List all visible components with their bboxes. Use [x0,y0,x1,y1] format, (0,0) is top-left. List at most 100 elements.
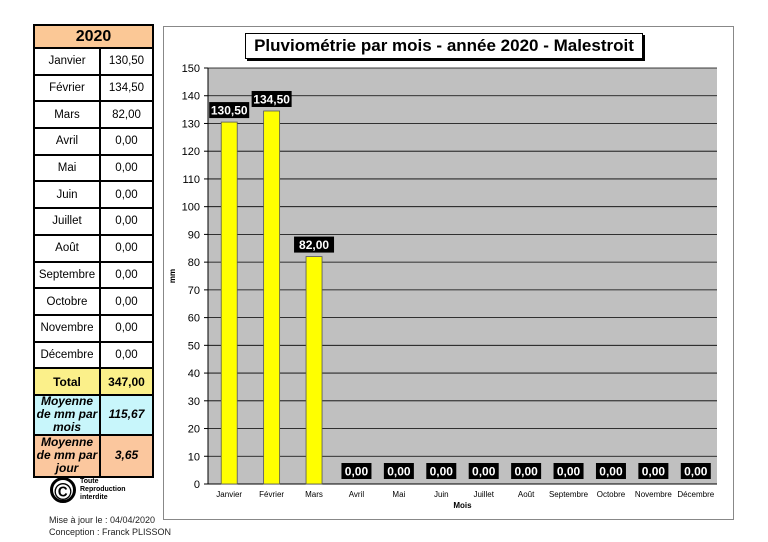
month-row: Mai 0,00 [35,155,152,183]
month-value: 82,00 [112,108,141,121]
month-name: Mai [35,155,101,181]
plot-area [208,68,717,484]
month-row: Décembre 0,00 [35,342,152,370]
x-tick-label: Décembre [677,490,714,499]
month-name: Novembre [35,315,101,341]
copyright-icon: © [50,477,76,506]
avg-day-value: 3,65 [114,448,139,463]
month-name: Décembre [35,342,101,368]
y-tick-label: 80 [188,257,200,269]
y-tick-label: 60 [188,313,200,325]
data-label-bg [638,463,669,479]
y-tick-label: 90 [188,229,200,241]
total-row: Total 347,00 [35,369,152,396]
month-row: Avril 0,00 [35,129,152,156]
month-value: 0,00 [115,295,138,308]
month-value: 134,50 [108,82,145,95]
month-value: 0,00 [115,348,138,361]
data-label-bg [595,463,626,479]
y-axis-title: mm [168,269,177,283]
month-value: 0,00 [115,242,138,255]
data-label-bg [209,102,250,119]
y-tick-label: 140 [182,91,200,103]
total-label: Total [35,369,101,394]
data-label: 0,00 [472,465,496,479]
data-label-bg [468,463,499,479]
month-name: Septembre [35,262,101,288]
data-label: 0,00 [387,465,411,479]
avg-month-label: Moyenne de mm par mois [35,395,101,434]
x-axis-title: Mois [453,501,472,510]
bar [220,121,238,485]
y-tick-label: 70 [188,285,200,297]
chart-title: Pluviométrie par mois - année 2020 - Mal… [245,33,643,59]
month-value: 130,50 [108,55,145,68]
data-label: 0,00 [430,465,454,479]
data-label: 0,00 [345,465,369,479]
month-name: Octobre [35,289,101,314]
month-name: Avril [35,129,101,154]
data-label: 0,00 [599,465,623,479]
month-value: 0,00 [115,268,138,281]
chart-frame [163,26,734,520]
month-row: Juillet 0,00 [35,209,152,236]
y-tick-label: 50 [188,340,200,352]
month-name: Janvier [35,49,101,74]
year-header: 2020 [35,26,152,49]
rainfall-table: 2020 Janvier 130,50 Février 134,50 Mars 82,00… [33,24,154,478]
x-tick-label: Mars [305,490,323,499]
data-label: 82,00 [299,238,329,252]
update-date: Mise à jour le : 04/04/2020 [49,515,156,525]
month-name: Juillet [35,209,101,234]
copyright-notice: © Toute Reproduction interdite [50,477,140,506]
month-row: Août 0,00 [35,235,152,263]
y-tick-label: 30 [188,396,200,408]
month-row: Novembre 0,00 [35,315,152,343]
month-row: Octobre 0,00 [35,289,152,316]
avg-month-row: Moyenne de mm par mois 115,67 [35,395,152,436]
y-tick-label: 130 [182,118,200,130]
month-row: Février 134,50 [35,75,152,103]
bar [263,110,281,485]
x-tick-label: Octobre [597,490,626,499]
month-value: 0,00 [115,162,138,175]
data-label-bg [251,90,292,107]
data-label-bg [553,463,584,479]
y-tick-label: 40 [188,368,200,380]
data-label: 130,50 [211,104,248,118]
month-row: Septembre 0,00 [35,262,152,290]
month-name: Août [35,235,101,261]
copyright-text: Toute Reproduction interdite [80,478,126,501]
data-label-bg [426,463,457,479]
bar [305,256,323,485]
x-tick-label: Novembre [635,490,672,499]
month-value: 0,00 [115,215,138,228]
x-tick-label: Avril [349,490,365,499]
data-label: 0,00 [642,465,666,479]
y-tick-label: 100 [182,202,200,214]
total-value: 347,00 [108,374,145,389]
y-tick-label: 20 [188,424,200,436]
month-name: Mars [35,102,101,128]
x-tick-label: Février [259,490,284,499]
y-tick-label: 110 [182,174,200,186]
x-tick-label: Juin [434,490,449,499]
month-value: 0,00 [115,188,138,201]
month-value: 0,00 [115,135,138,148]
y-tick-label: 150 [182,63,200,75]
month-name: Juin [35,182,101,208]
data-label-bg [680,463,711,479]
x-tick-label: Juillet [473,490,494,499]
x-tick-label: Août [518,490,535,499]
x-tick-label: Mai [392,490,405,499]
data-label-bg [511,463,542,479]
month-row: Mars 82,00 [35,102,152,130]
month-name: Février [35,75,101,101]
data-label-bg [383,463,414,479]
avg-day-label: Moyenne de mm par jour [35,435,101,476]
data-label: 0,00 [684,465,708,479]
data-label: 0,00 [557,465,581,479]
data-label-bg [294,236,335,253]
footer: Mise à jour le : 04/04/2020 Conception :… [49,514,171,538]
